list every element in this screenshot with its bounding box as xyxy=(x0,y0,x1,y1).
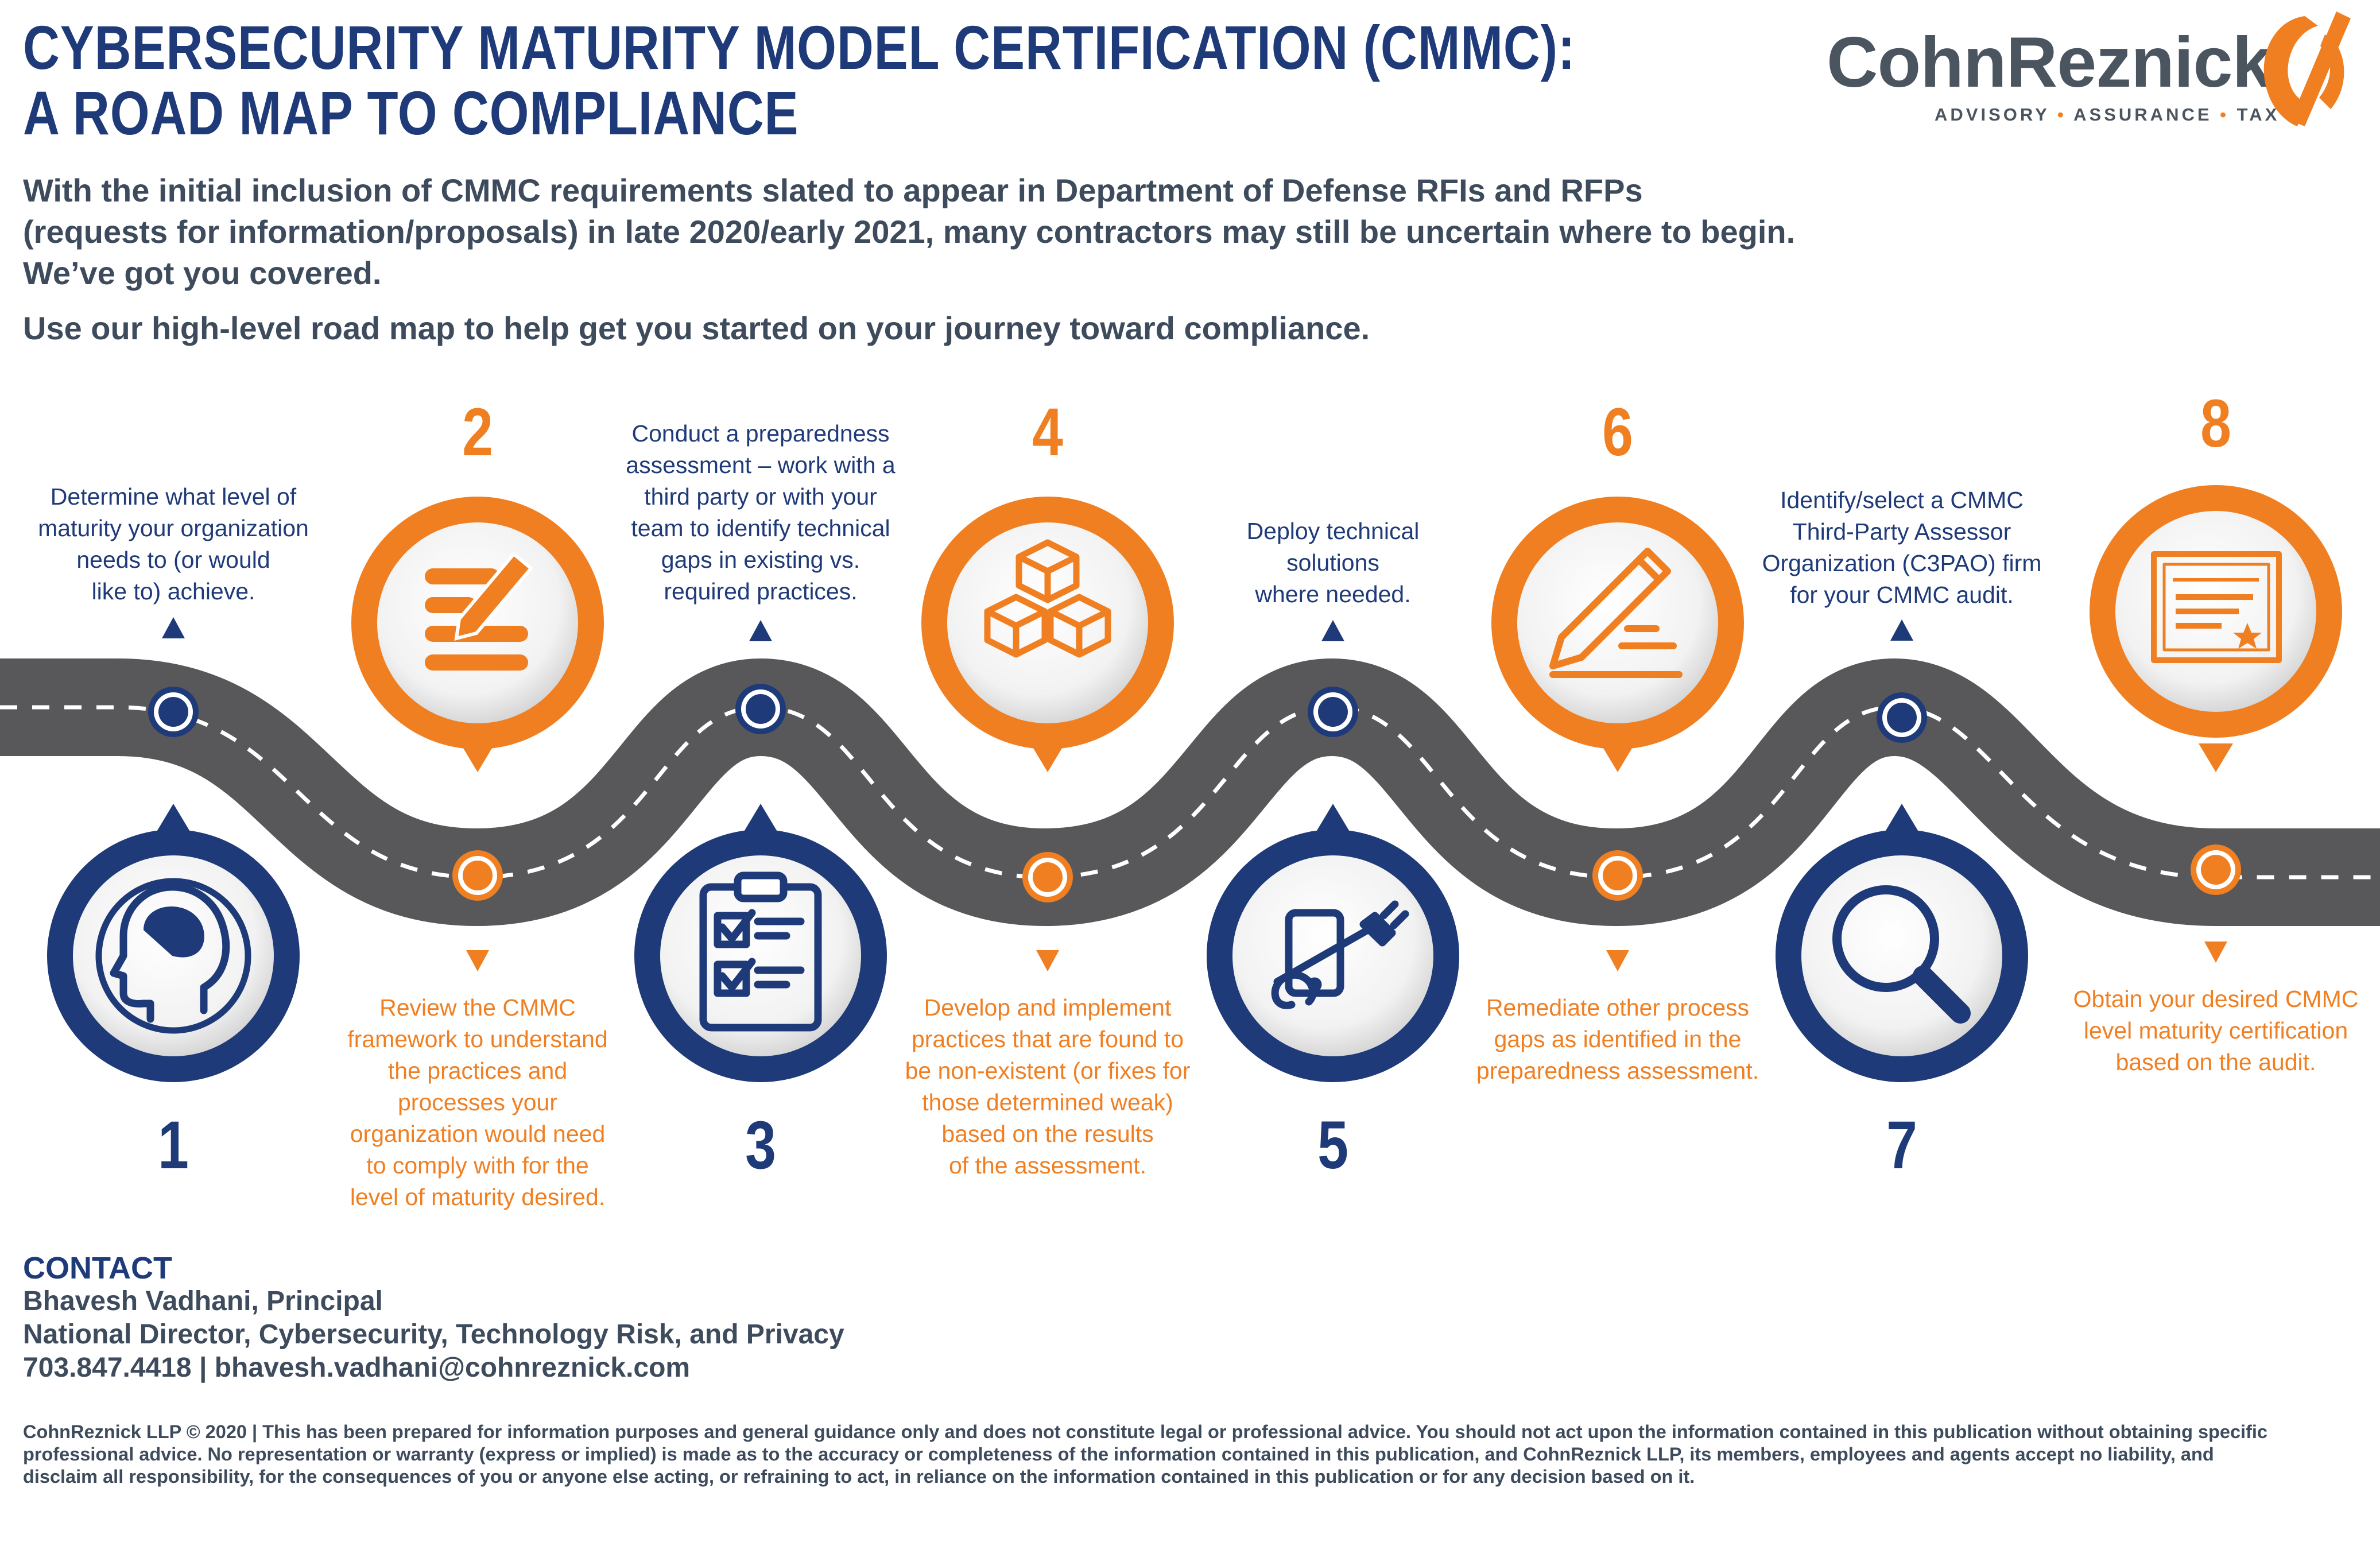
pin-step-8 xyxy=(2090,485,2342,772)
intro-paragraph-2: Use our high-level road map to help get … xyxy=(23,310,1370,346)
road-marker-7 xyxy=(1877,692,1927,743)
contact-name: Bhavesh Vadhani, Principal xyxy=(23,1286,383,1316)
step-description-1: Determine what level of maturity your or… xyxy=(38,483,309,605)
pointer-4 xyxy=(1036,950,1059,971)
intro-text: With the initial inclusion of CMMC requi… xyxy=(23,170,1917,349)
step-number-4: 4 xyxy=(1032,394,1063,470)
pointer-1 xyxy=(162,617,185,638)
head-brain-icon xyxy=(95,878,251,1034)
step-number-5: 5 xyxy=(1317,1107,1348,1183)
road-marker-1 xyxy=(148,687,199,737)
logo-tag-assurance: ASSURANCE xyxy=(2073,104,2212,125)
intro-paragraph-1: With the initial inclusion of CMMC requi… xyxy=(23,170,1917,294)
contact-phone-email: 703.847.4418 | bhavesh.vadhani@cohnrezni… xyxy=(23,1353,691,1383)
magnifying-glass-icon xyxy=(1832,885,1971,1024)
intro-line-3: We’ve got you covered. xyxy=(23,255,382,291)
disclaimer-line-1: CohnReznick LLP © 2020 | This has been p… xyxy=(23,1421,2267,1442)
logo-tagline: ADVISORY • ASSURANCE • TAX xyxy=(1935,104,2280,125)
pointer-6 xyxy=(1606,950,1629,971)
pin-step-3 xyxy=(634,804,887,1082)
legal-disclaimer: CohnReznick LLP © 2020 | This has been p… xyxy=(23,1421,2359,1488)
step-number-7: 7 xyxy=(1886,1107,1917,1183)
contact-role: National Director, Cybersecurity, Techno… xyxy=(23,1319,844,1350)
step-description-2: Review the CMMC framework to understand … xyxy=(347,994,608,1210)
road-marker-6 xyxy=(1592,850,1643,901)
step-description-8: Obtain your desired CMMC level maturity … xyxy=(2073,986,2359,1075)
logo-tag-advisory: ADVISORY xyxy=(1935,104,2050,125)
road-marker-5 xyxy=(1308,687,1358,737)
page-title-line-2: A ROAD MAP TO COMPLIANCE xyxy=(23,78,799,148)
logo-wordmark: CohnReznick xyxy=(1827,23,2272,102)
pencil-document-icon xyxy=(1549,548,1683,678)
logo-tag-separator-1: • xyxy=(2057,104,2067,125)
pointer-5 xyxy=(1321,620,1344,641)
tablet-plug-icon xyxy=(1271,900,1409,1009)
disclaimer-line-2: professional advice. No representation o… xyxy=(23,1444,2214,1464)
step-description-4: Develop and implement practices that are… xyxy=(905,994,1191,1179)
step-number-1: 1 xyxy=(158,1107,189,1183)
logo-mark-icon xyxy=(2263,11,2351,126)
pin-step-2 xyxy=(351,497,604,772)
pointer-2 xyxy=(466,950,489,971)
pin-step-6 xyxy=(1491,497,1744,772)
logo-tag-tax: TAX xyxy=(2236,104,2280,125)
step-description-3: Conduct a preparedness assessment – work… xyxy=(626,420,896,605)
contact-block: CONTACT Bhavesh Vadhani, Principal Natio… xyxy=(23,1252,844,1385)
pointer-8 xyxy=(2204,942,2227,963)
step-number-2: 2 xyxy=(462,394,493,470)
road-marker-8 xyxy=(2191,844,2241,895)
logo-tag-separator-2: • xyxy=(2220,104,2230,125)
intro-line-2: (requests for information/proposals) in … xyxy=(23,214,1796,250)
intro-line-1: With the initial inclusion of CMMC requi… xyxy=(23,172,1643,208)
road-marker-3 xyxy=(735,684,786,734)
pin-step-4 xyxy=(921,497,1174,772)
certificate-icon xyxy=(2151,551,2282,663)
step-description-7: Identify/select a CMMC Third-Party Asses… xyxy=(1762,487,2042,608)
page-title: CYBERSECURITY MATURITY MODEL CERTIFICATI… xyxy=(23,15,1575,146)
clipboard-checklist-icon xyxy=(699,871,822,1032)
step-number-3: 3 xyxy=(745,1107,776,1183)
contact-heading: CONTACT xyxy=(23,1251,172,1285)
step-description-5: Deploy technical solutions where needed. xyxy=(1246,518,1420,607)
road-marker-2 xyxy=(452,850,503,901)
step-number-6: 6 xyxy=(1602,394,1633,470)
checklist-pen-icon xyxy=(425,551,534,671)
road-marker-4 xyxy=(1022,852,1073,902)
disclaimer-line-3: disclaim all responsibility, for the con… xyxy=(23,1466,1695,1487)
pin-step-5 xyxy=(1207,804,1459,1082)
step-number-8: 8 xyxy=(2200,386,2231,462)
cohnreznick-logo: CohnReznick ADVISORY • ASSURANCE • TAX xyxy=(1825,11,2359,126)
stacked-cubes-icon xyxy=(984,539,1111,658)
pointer-3 xyxy=(749,620,772,641)
step-description-6: Remediate other process gaps as identifi… xyxy=(1476,994,1759,1084)
pointer-7 xyxy=(1890,619,1913,641)
pin-step-1 xyxy=(47,804,300,1082)
road-center-line xyxy=(0,705,2380,880)
page-title-line-1: CYBERSECURITY MATURITY MODEL CERTIFICATI… xyxy=(23,13,1576,82)
pin-step-7 xyxy=(1776,804,2028,1082)
